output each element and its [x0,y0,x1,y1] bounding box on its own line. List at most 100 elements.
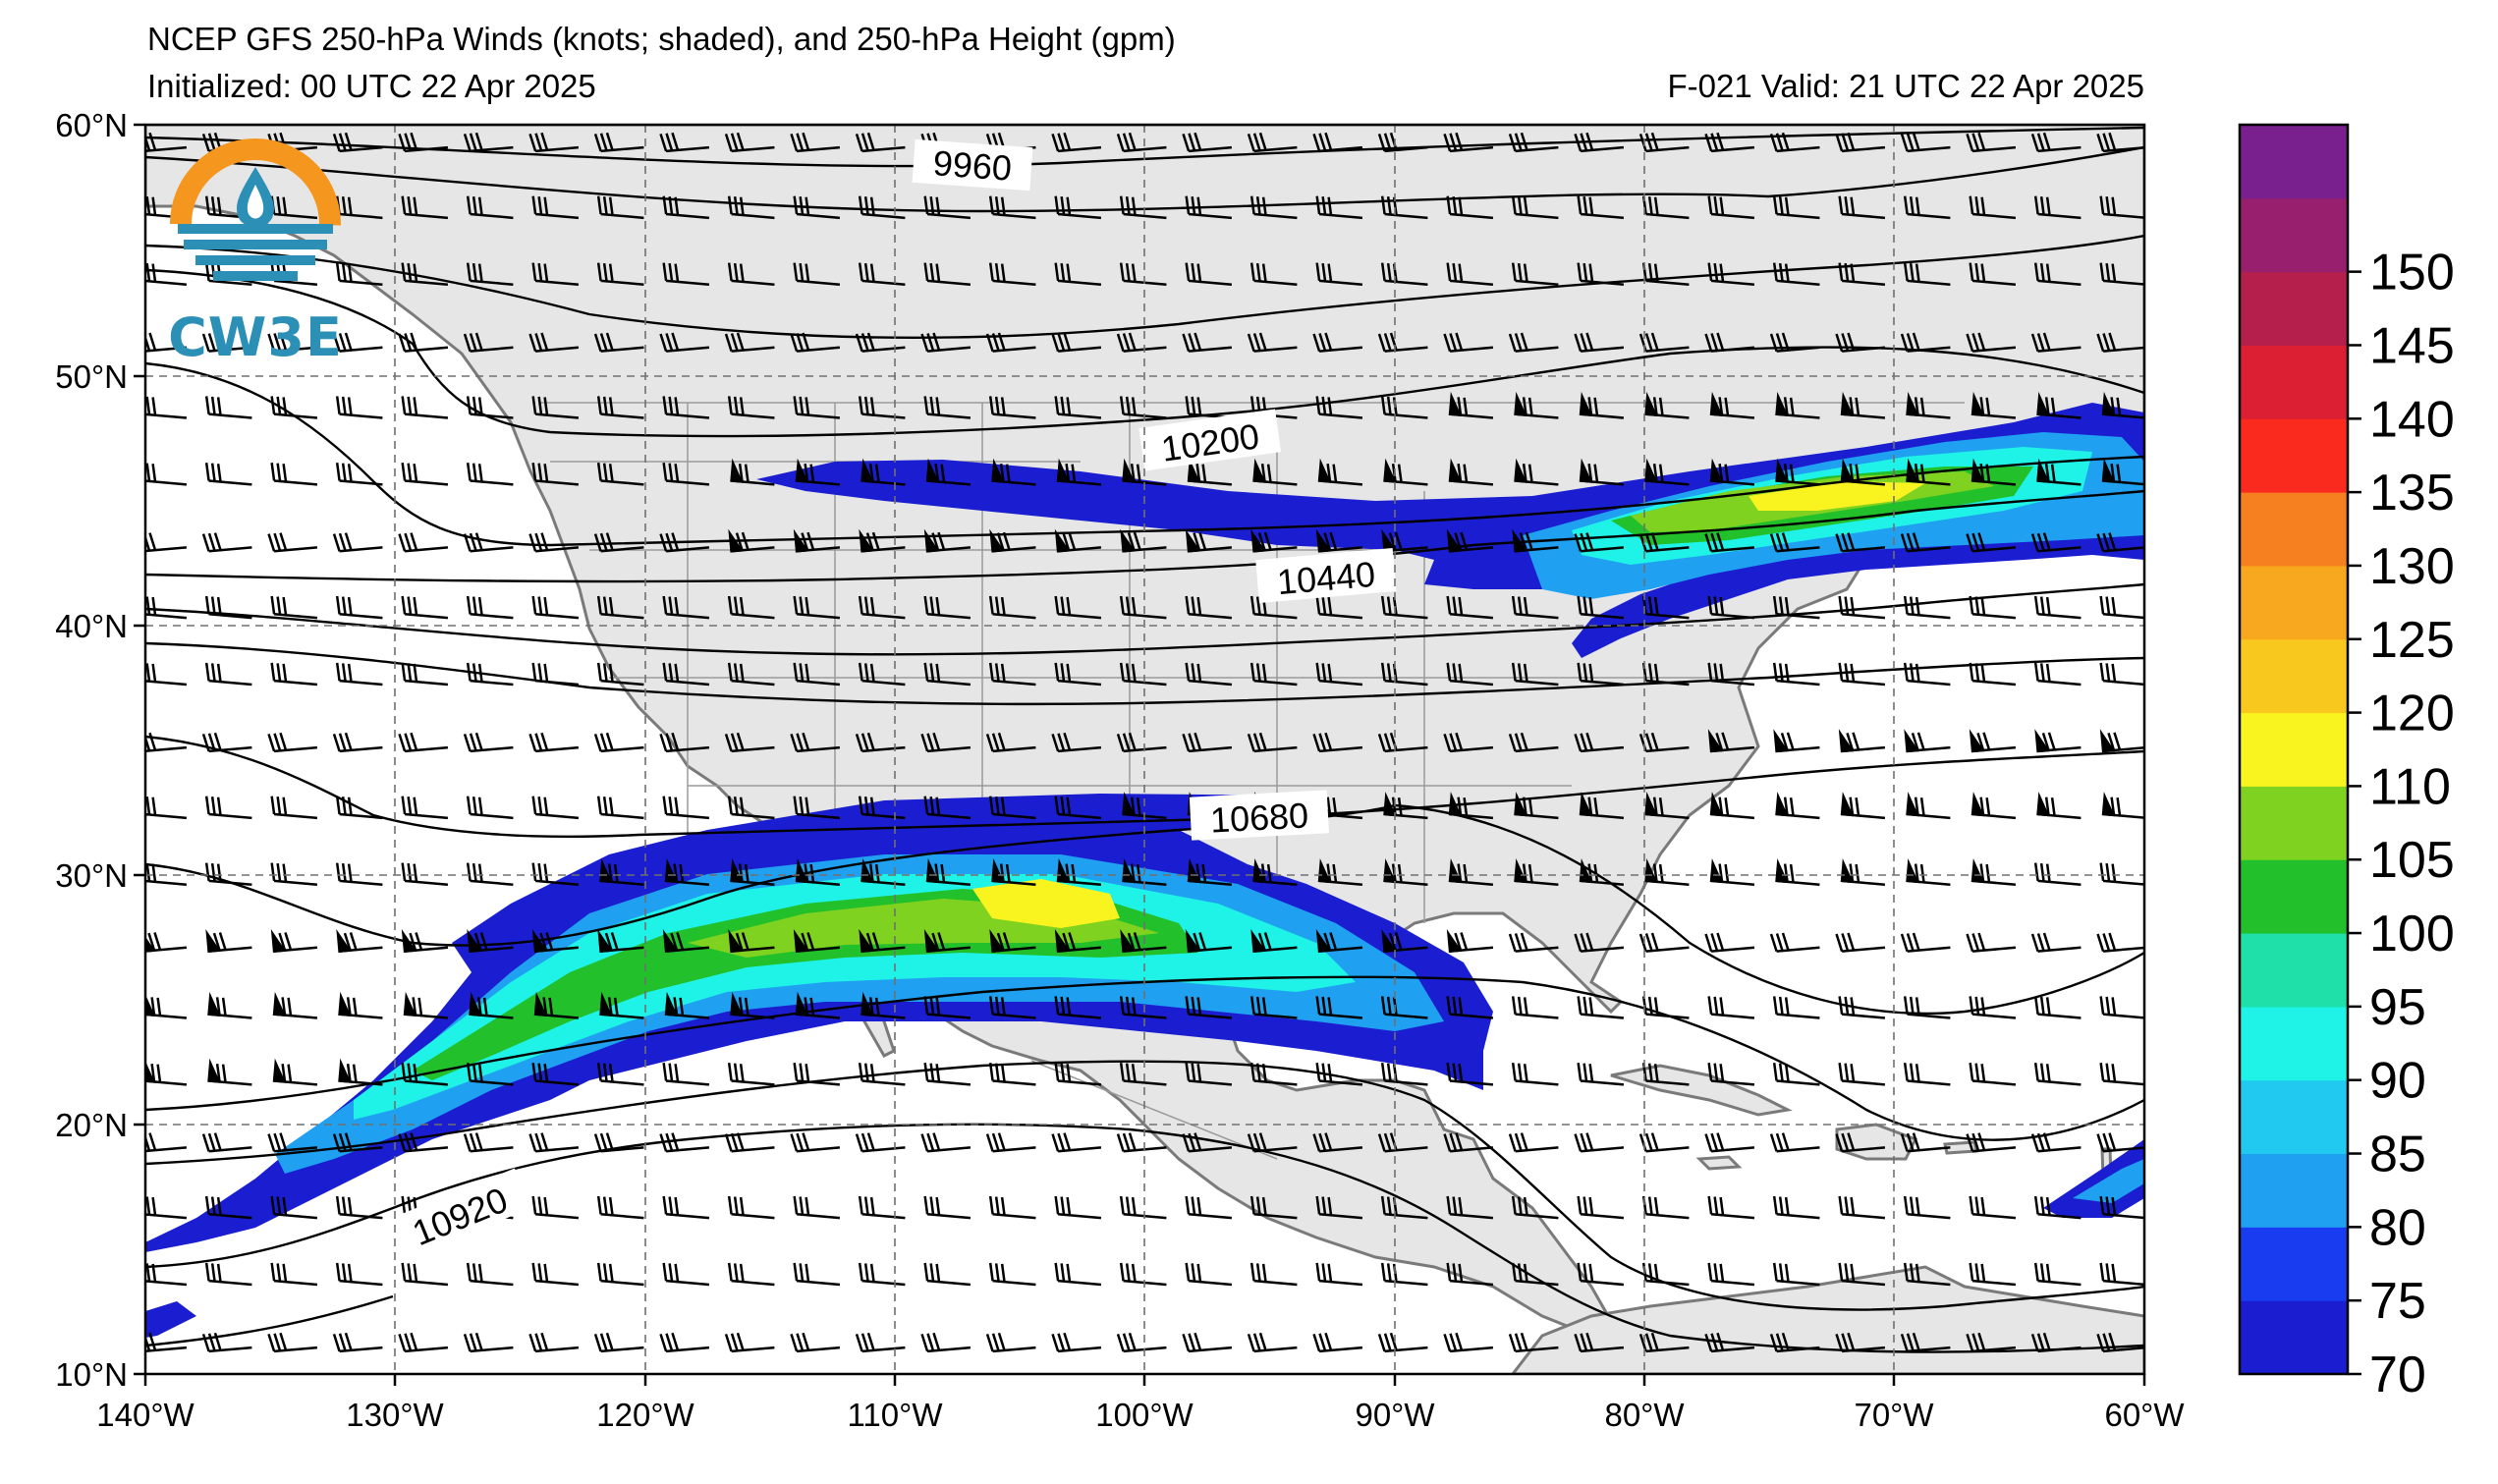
wind-barb [531,862,580,886]
wind-barb [596,662,644,687]
wind-barb [1116,132,1167,153]
wind-barb [1249,195,1298,220]
wind-barb [1119,996,1167,1019]
wind-barb [1187,858,1233,886]
lon-tick-90w: 90°W [1355,1397,1435,1433]
wind-barb [204,195,252,220]
wind-barb [401,928,449,953]
wind-barb [1312,1332,1363,1353]
wind-barb [1249,1195,1298,1220]
wind-barb [1903,996,1951,1019]
wind-barb [659,1332,710,1353]
wind-barb [2099,1195,2144,1220]
wind-barb [1508,932,1559,953]
wind-barb [1900,932,1951,953]
wind-barb [2099,729,2144,753]
wind-barb [1641,595,1690,620]
wind-barb [463,532,514,553]
wind-barb [923,662,971,687]
wind-barb [1838,595,1886,620]
wind-barb [145,1196,188,1220]
wind-barb [1838,1262,1886,1287]
lon-tick-100w: 100°W [1095,1397,1193,1433]
wind-barb [270,928,318,953]
wind-barb [531,1063,580,1086]
colorbar-label: 105 [2369,832,2455,889]
wind-barb [793,528,841,553]
wind-barb [270,796,318,820]
wind-barb [1380,1063,1428,1086]
wind-barb [2096,532,2144,553]
wind-barb [2030,332,2082,353]
wind-barb [201,732,252,753]
wind-barb [793,195,841,220]
wind-barb [727,1195,775,1220]
wind-barb [1051,1132,1102,1153]
wind-barb [2096,1132,2144,1153]
wind-barb [270,662,318,687]
wind-barb [793,796,841,820]
colorbar-label: 80 [2369,1199,2426,1256]
wind-barb [398,532,449,553]
wind-barb [858,195,906,220]
wind-barb [528,732,580,753]
wind-barb [858,1063,906,1086]
wind-barb [1247,732,1298,753]
wind-barb [1769,932,1820,953]
contour-label-9960: 9960 [932,142,1014,188]
wind-barb [1446,1063,1494,1086]
wind-barb [920,1132,971,1153]
wind-barb [1252,858,1298,886]
colorbar-label: 145 [2369,317,2455,374]
wind-barb [2099,1063,2144,1086]
axis-ticks [134,123,2146,1386]
wind-barb [1775,858,1820,886]
wind-barb [528,1132,580,1153]
wind-barb [1448,858,1494,886]
wind-barb [728,528,775,553]
wind-barb [1448,792,1494,820]
wind-barb [1577,1063,1625,1086]
colorbar-label: 85 [2369,1127,2426,1183]
wind-barb [793,1262,841,1287]
colorbar-label: 70 [2369,1347,2426,1403]
jet-shade-70kt-west-tail [145,1301,196,1338]
wind-barb [1443,132,1494,153]
colorbar-labels: 70 75 80 85 90 95 100 105 110 120 125 130 135 140 145 1… [2369,245,2455,1403]
wind-barb [1446,996,1494,1019]
wind-barb [1644,458,1690,486]
wind-barb [1315,595,1363,620]
wind-barb [659,132,710,153]
wind-barb [599,991,644,1019]
wind-barb [1709,858,1755,886]
wind-barb [1446,528,1494,553]
wind-barb [1443,732,1494,753]
wind-barb [1054,396,1102,419]
wind-barb [2033,195,2082,220]
colorbar-swatch [2240,418,2348,493]
wind-barb [1508,1332,1559,1353]
wind-barb [1056,858,1102,886]
jet-shade-110kt-north [1749,481,1925,511]
wind-barb [1312,332,1363,353]
wind-barb [1966,132,2017,153]
wind-barb [1249,1063,1298,1086]
wind-barb [335,1195,383,1220]
wind-barb [401,262,449,286]
wind-barb [1249,1262,1298,1287]
wind-barb [2099,595,2144,620]
wind-barb [988,396,1036,419]
colorbar-frame [2238,123,2350,1376]
wind-barb [1969,1063,2017,1086]
contour-line [145,582,2144,656]
wind-barb [1377,1332,1428,1353]
wind-barb [1249,996,1298,1019]
wind-barb [923,996,971,1019]
wind-barb [1119,1063,1167,1086]
wind-barb [2096,332,2144,353]
wind-barb [855,332,906,353]
wind-barb [531,396,580,419]
wind-barb [2096,932,2144,953]
wind-barb [793,1063,841,1086]
wind-barb [531,928,580,953]
